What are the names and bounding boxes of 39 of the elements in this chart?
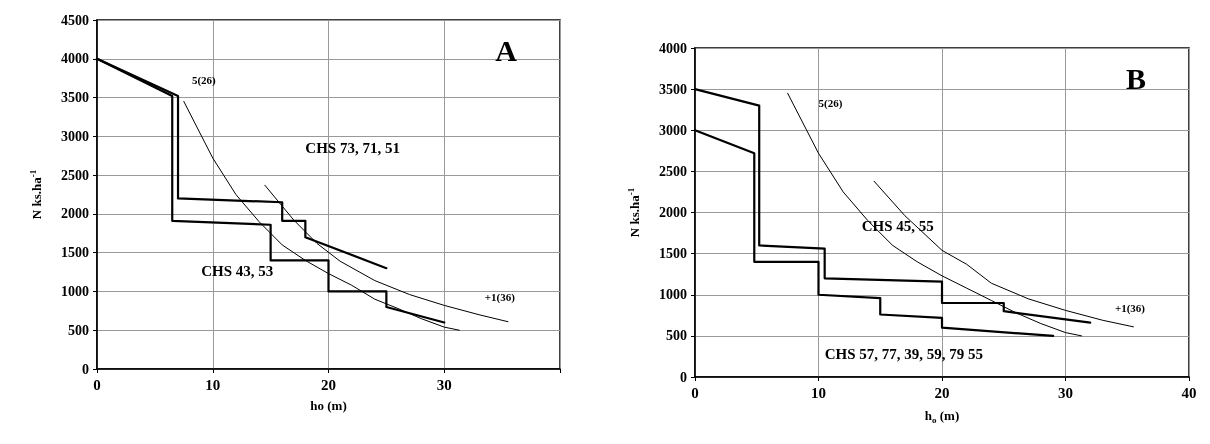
y-tick-label: 1000 [61,283,89,299]
annotation: 5(26) [191,74,217,88]
y-tick-label: 0 [82,361,89,377]
y-tick-label: 1500 [61,245,89,261]
y-tick-label: 3500 [659,81,687,97]
y-tick-label: 2000 [61,206,89,222]
y-tick-label: 2500 [61,167,89,183]
y-tick-label: 2000 [659,205,687,220]
x-axis-title: ho (m) [310,398,347,413]
y-tick-label: 3000 [659,122,687,138]
y-tick-label: 4500 [61,12,89,28]
annotation: 5(26) [818,97,843,111]
chart-title: B [1125,61,1147,95]
y-tick-label: 2500 [659,163,687,179]
x-tick-label: 10 [205,376,221,393]
x-tick-label: 20 [321,376,336,393]
x-tick-label: 10 [811,384,826,401]
y-axis-title: N ks.ha-1 [27,169,44,220]
y-tick-label: 500 [666,328,687,344]
y-axis-title: N ks.ha-1 [625,187,642,238]
annotation: CHS 43, 53 [201,262,274,279]
annotation: +1(36) [484,290,516,304]
annotation: CHS 73, 71, 51 [305,140,400,157]
y-tick-label: 4000 [61,51,89,67]
y-tick-label: 1000 [659,287,687,303]
y-tick-label: 4000 [659,40,687,56]
y-tick-label: 3000 [61,128,89,144]
annotation: CHS 57, 77, 39, 59, 79 55 [824,345,984,362]
x-tick-label: 0 [691,384,699,401]
annotation: +1(36) [1114,301,1146,315]
x-tick-label: 30 [436,376,452,393]
x-tick-label: 20 [934,384,950,401]
x-tick-label: 30 [1058,384,1073,401]
y-tick-label: 3500 [61,90,89,106]
y-tick-label: 500 [68,322,89,338]
y-tick-label: 1500 [659,246,687,262]
x-tick-label: 0 [93,376,101,393]
chart-title: A [495,33,518,67]
x-tick-label: 40 [1181,384,1197,401]
